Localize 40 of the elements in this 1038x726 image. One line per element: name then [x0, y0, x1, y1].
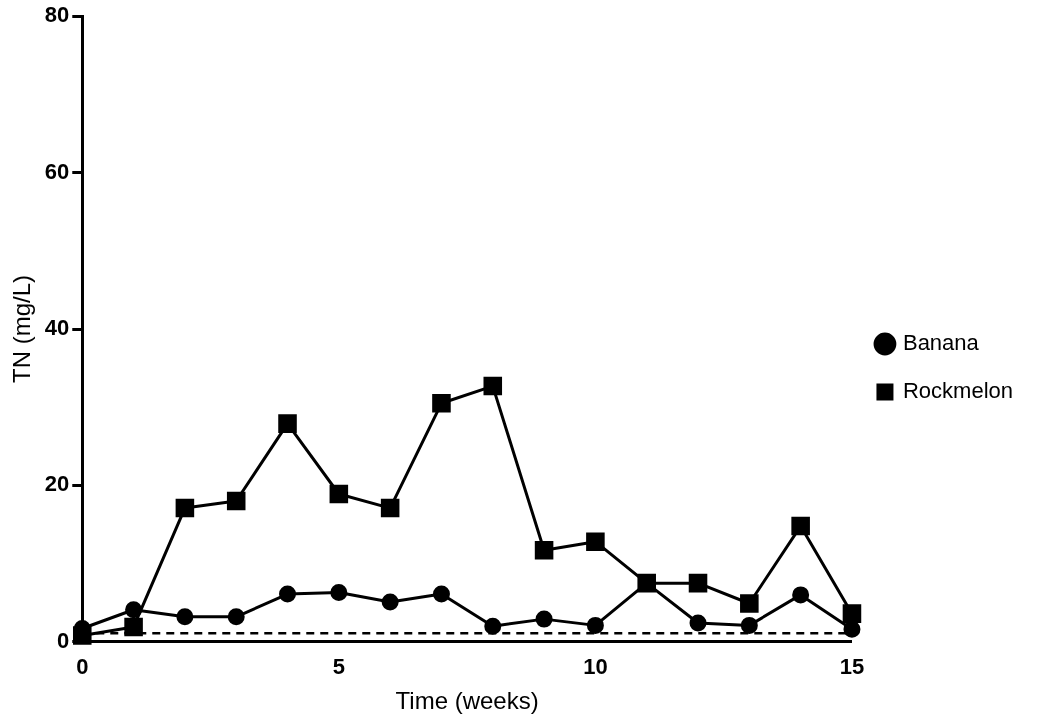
y-tick-label: 80: [44, 2, 70, 28]
point: [688, 573, 708, 593]
x-tick-label: 10: [583, 654, 608, 680]
point: [279, 585, 297, 603]
y-tick-label: 60: [44, 158, 70, 184]
point: [586, 532, 605, 551]
point: [278, 414, 297, 433]
point: [586, 616, 604, 634]
point: [792, 586, 810, 604]
x-tick-label: 5: [332, 654, 345, 680]
point: [227, 608, 245, 626]
legend-label: Banana: [902, 330, 980, 356]
y-axis-title: TN (mg/L): [8, 275, 36, 383]
y-tick-label: 40: [44, 315, 70, 341]
point: [740, 616, 758, 634]
legend-label: Rockmelon: [902, 378, 1013, 404]
x-tick-label: 0: [76, 654, 89, 680]
point: [380, 498, 400, 518]
point: [791, 516, 810, 536]
point: [176, 608, 194, 626]
point: [329, 484, 349, 504]
point: [125, 601, 143, 619]
point: [740, 594, 759, 613]
point: [226, 491, 246, 511]
point: [175, 498, 195, 518]
x-tick-label: 15: [839, 654, 865, 680]
point: [484, 617, 502, 635]
point: [689, 614, 707, 632]
y-tick-label: 0: [57, 627, 70, 653]
y-tick-label: 20: [44, 471, 70, 497]
point: [534, 541, 554, 560]
point: [432, 394, 451, 413]
point: [535, 610, 553, 628]
x-axis-title: Time (weeks): [395, 687, 539, 715]
point: [842, 604, 862, 623]
point: [381, 593, 399, 611]
point: [483, 376, 503, 396]
point: [432, 585, 450, 603]
point: [330, 584, 348, 602]
point: [124, 617, 143, 637]
